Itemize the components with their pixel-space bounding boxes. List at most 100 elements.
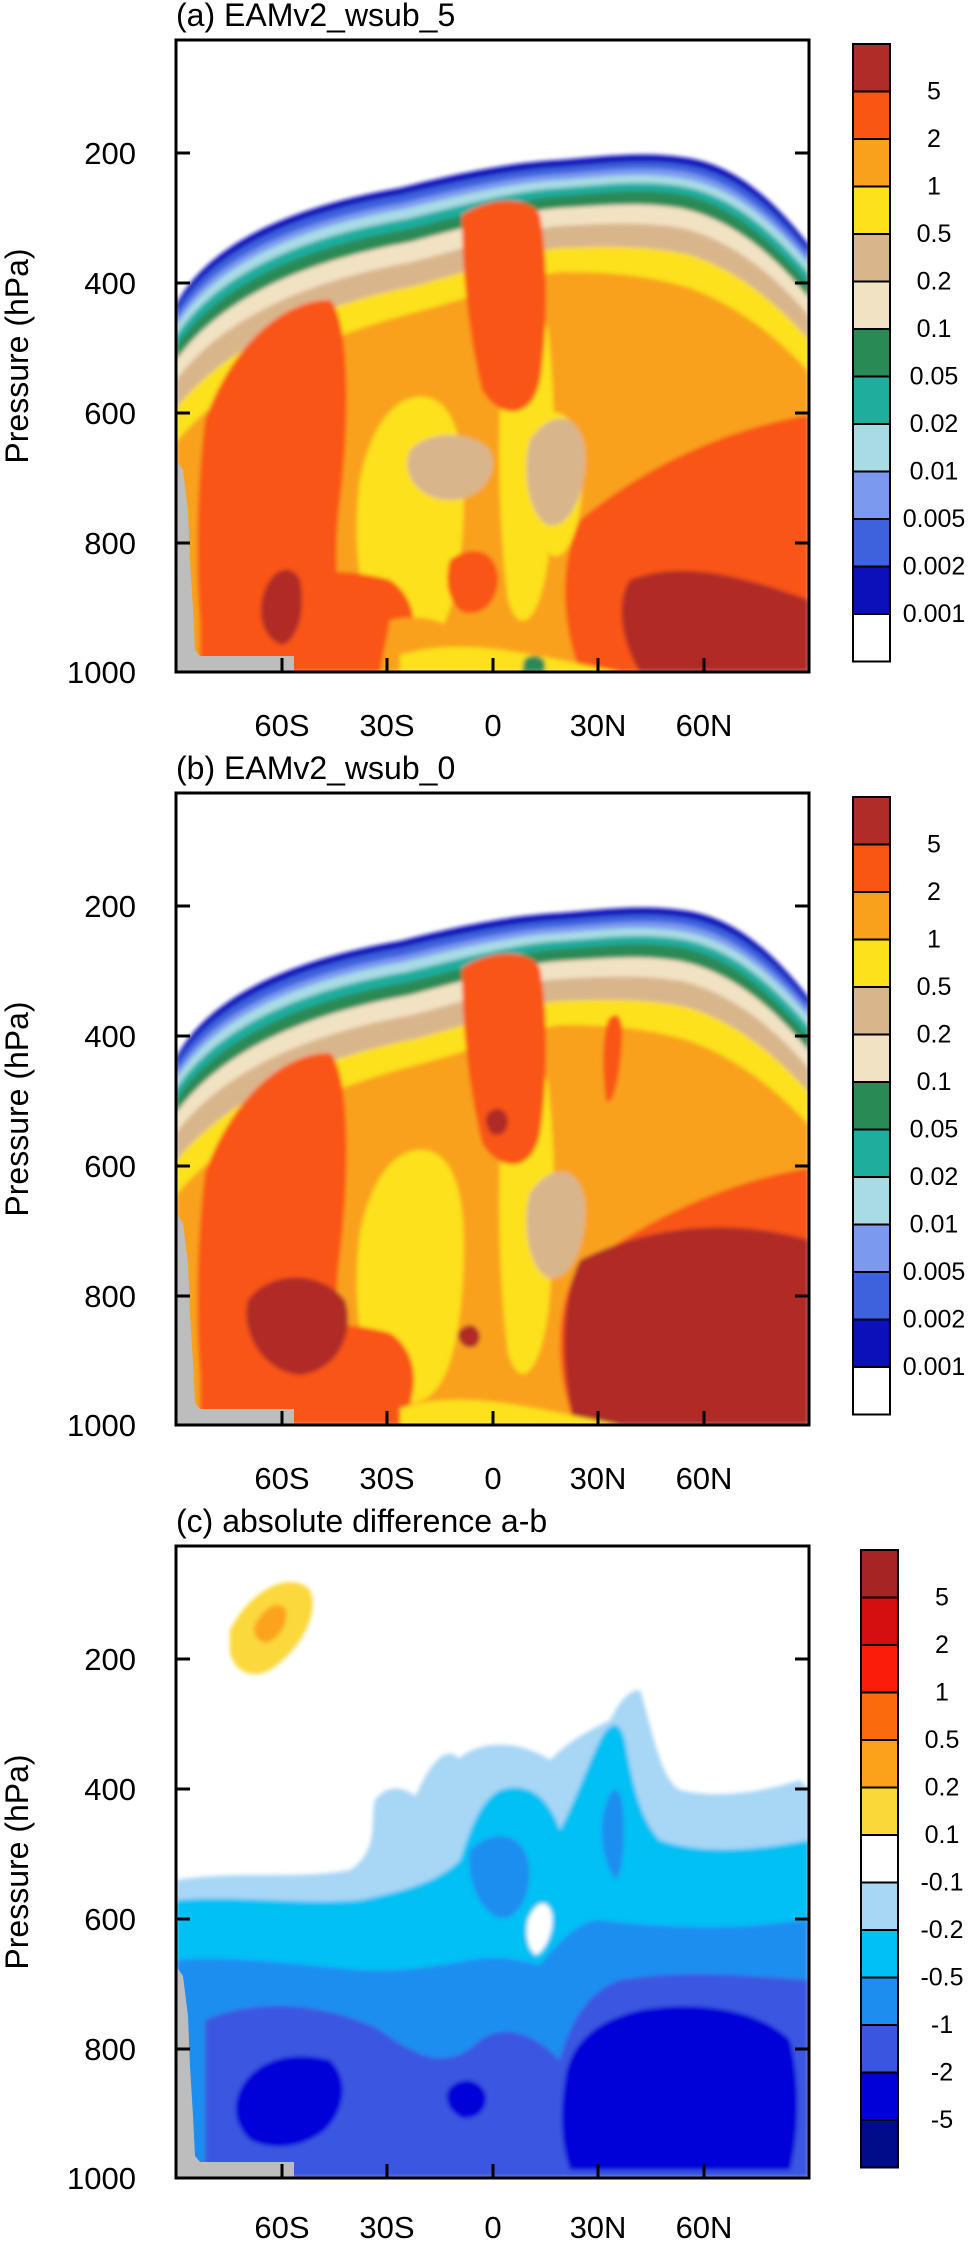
colorbar-label: 0.02 (910, 1163, 959, 1191)
colorbar-label: -0.5 (920, 1964, 963, 1992)
colorbar-swatch (860, 1739, 899, 1789)
colorbar-label: 5 (927, 831, 941, 859)
panel-b-contours (176, 907, 809, 1425)
colorbar-label: 0.01 (910, 1211, 959, 1239)
panel-a-title: (a) EAMv2_wsub_5 (176, 0, 455, 33)
colorbar-swatch (852, 796, 891, 846)
y-tick-label: 200 (84, 1642, 136, 1677)
contour-0.05-surface (522, 655, 545, 672)
panel-a-contours (176, 154, 809, 672)
contour-0.5-surface (400, 646, 620, 672)
colorbar-swatch (860, 1691, 899, 1741)
colorbar-swatch (852, 375, 891, 425)
contour-neg2-eq (446, 2080, 487, 2119)
colorbar-swatch (852, 233, 891, 283)
colorbar-label: 0.5 (917, 220, 952, 248)
colorbar-swatch (860, 2024, 899, 2074)
x-tick-label: 60S (254, 708, 309, 743)
colorbar-swatch (860, 2071, 899, 2121)
y-tick-label: 800 (84, 2032, 136, 2067)
colorbar-swatch (852, 1176, 891, 1226)
x-tick-label: 30S (359, 1461, 414, 1496)
contour-neg2-nh (561, 2006, 798, 2170)
colorbar-label: 0.05 (910, 363, 959, 391)
colorbar-label: 0.2 (925, 1774, 960, 1802)
colorbar-label: 0.1 (917, 1068, 952, 1096)
colorbar-label: 5 (935, 1584, 949, 1612)
contour-2-eq-column (462, 953, 546, 1165)
colorbar-label: 2 (927, 878, 941, 906)
panel-c-y-axis: 200 400 600 800 1000 (67, 1642, 809, 2196)
y-tick-label: 400 (84, 266, 136, 301)
colorbar-label: 0.005 (903, 505, 966, 533)
colorbar-label: 1 (927, 173, 941, 201)
y-tick-label: 1000 (67, 655, 136, 690)
y-tick-label: 600 (84, 1902, 136, 1937)
colorbar-swatch (852, 891, 891, 941)
colorbar-swatch (852, 986, 891, 1036)
contour-0.1-upper-b (512, 1481, 520, 1496)
colorbar-label: 0.05 (910, 1116, 959, 1144)
colorbar-swatch (860, 2119, 899, 2169)
contour-white-hole (526, 1903, 553, 1955)
colorbar-swatch (852, 328, 891, 378)
x-tick-label: 60N (676, 2210, 733, 2245)
colorbar-swatch (852, 1223, 891, 1273)
panel-c-y-axis-label: Pressure (hPa) (0, 1754, 35, 1969)
colorbar-swatch (852, 138, 891, 188)
colorbar-label: 5 (927, 78, 941, 106)
x-tick-label: 60N (676, 708, 733, 743)
contour-neg2-sh (235, 2056, 343, 2147)
panel-c-contours (176, 1481, 809, 2178)
colorbar-label: 0.5 (925, 1726, 960, 1754)
y-tick-label: 1000 (67, 2161, 136, 2196)
x-tick-label: 60S (254, 1461, 309, 1496)
colorbar-swatch (852, 1366, 891, 1416)
colorbar-label: 0.001 (903, 600, 966, 628)
colorbar-swatch (860, 1549, 899, 1599)
contour-5-nh (564, 1227, 809, 1425)
panel-c-x-axis: 60S 30S 0 30N 60N (254, 2164, 732, 2245)
colorbar-label: 0.002 (903, 553, 966, 581)
colorbar-label: 0.1 (925, 1821, 960, 1849)
panel-a-colorbar: 5 2 1 0.5 0.2 0.1 0.05 0.02 0.01 0.005 0.002 0.001 (852, 43, 966, 663)
contour-2-sh-south (200, 1324, 414, 1425)
colorbar-label: -2 (931, 2059, 953, 2087)
colorbar-swatch (860, 1596, 899, 1646)
contour-2-streak (603, 1015, 623, 1102)
colorbar-swatch (852, 185, 891, 235)
y-tick-label: 600 (84, 1149, 136, 1184)
y-tick-label: 400 (84, 1019, 136, 1054)
topography-b (176, 1213, 294, 1425)
panel-c-colorbar: 5 2 1 0.5 0.2 0.1 -0.1 -0.2 -0.5 -1 -2 -5 (860, 1549, 964, 2169)
colorbar-label: 2 (927, 125, 941, 153)
colorbar-swatch (852, 565, 891, 615)
x-tick-label: 60S (254, 2210, 309, 2245)
contour-0.2-sh (254, 1605, 287, 1643)
panel-b: (b) EAMv2_wsub_0 (0, 750, 965, 1496)
x-tick-label: 30N (570, 2210, 627, 2245)
panel-a-y-axis: 200 400 600 800 1000 (67, 136, 809, 690)
colorbar-label: 0.01 (910, 458, 959, 486)
panel-a-x-axis: 60S 30S 0 30N 60N (254, 658, 732, 743)
x-tick-label: 30S (359, 708, 414, 743)
colorbar-swatch (852, 280, 891, 330)
x-tick-label: 0 (484, 2210, 501, 2245)
colorbar-swatch (852, 1271, 891, 1321)
colorbar-swatch (852, 843, 891, 893)
colorbar-swatch (852, 938, 891, 988)
colorbar-swatch (860, 1644, 899, 1694)
colorbar-swatch (852, 423, 891, 473)
panel-c-title: (c) absolute difference a-b (176, 1503, 547, 1539)
panel-b-y-axis: 200 400 600 800 1000 (67, 889, 809, 1443)
colorbar-label: 0.005 (903, 1258, 966, 1286)
contour-neg0.5-eq (469, 1836, 530, 1919)
topography-c (176, 1966, 294, 2178)
colorbar-label: -0.2 (920, 1916, 963, 1944)
panel-c: (c) absolute difference a-b (0, 1481, 964, 2245)
panel-b-colorbar: 5 2 1 0.5 0.2 0.1 0.05 0.02 0.01 0.005 0.002 0.001 (852, 796, 966, 1416)
colorbar-swatch (860, 1929, 899, 1979)
contour-5-sh (260, 569, 302, 645)
contour-neg0.5-nh-plume (601, 1789, 624, 1880)
colorbar-label: -5 (931, 2106, 953, 2134)
